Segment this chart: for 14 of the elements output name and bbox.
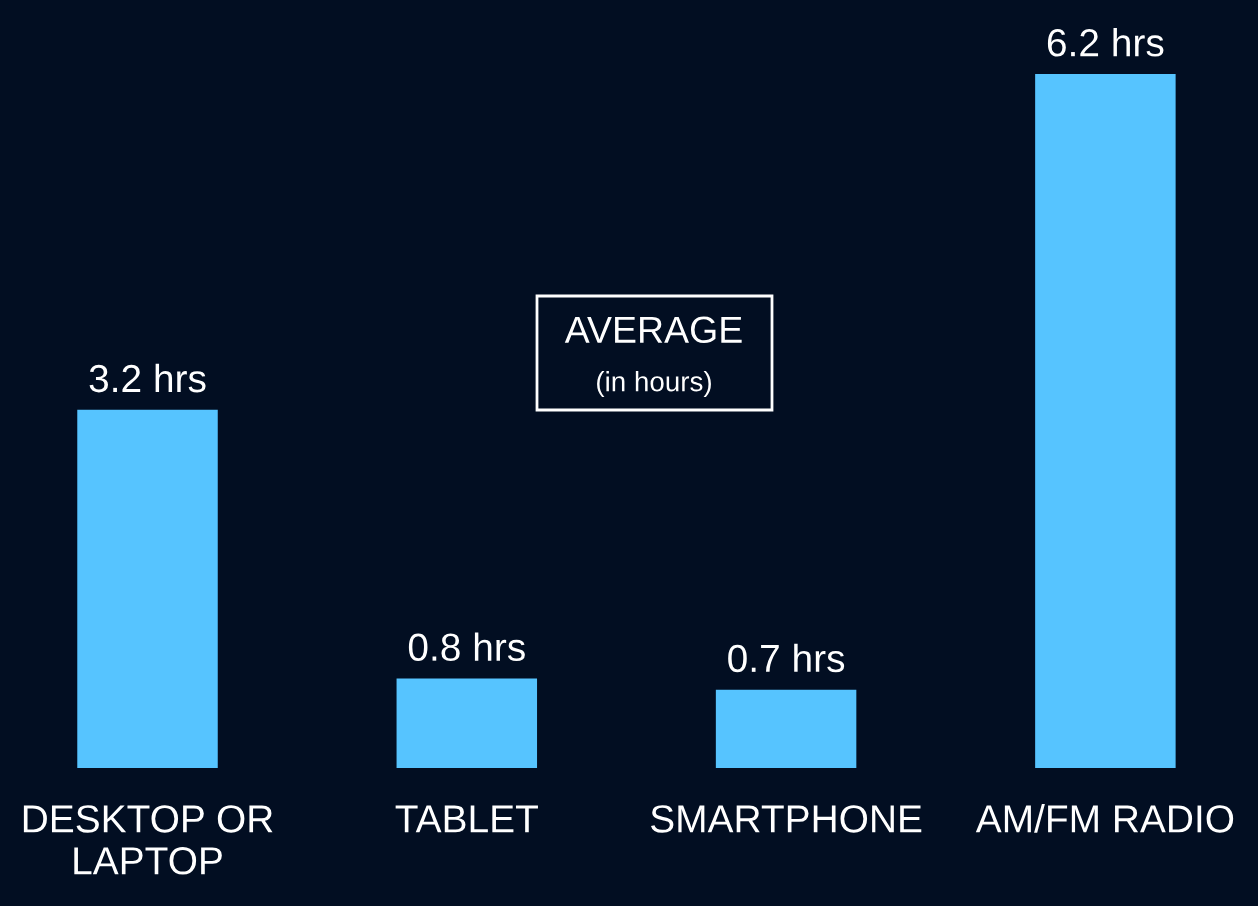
- x-tick-label: SMARTPHONE: [650, 805, 922, 833]
- x-tick-label: AM/FM RADIO: [975, 804, 1234, 833]
- data-label: 0.7 hrs: [728, 643, 845, 673]
- bar: [77, 409, 218, 768]
- x-tick-label: DESKTOP OR LAPTOP: [23, 805, 273, 875]
- data-label: 0.8 hrs: [408, 632, 525, 662]
- bar: [715, 689, 857, 768]
- bar: [396, 678, 538, 768]
- text: (in hours): [597, 371, 711, 397]
- bar: [1035, 74, 1176, 768]
- text: AVERAGE: [564, 316, 742, 344]
- data-label: 3.2 hrs: [89, 363, 206, 393]
- data-label: 6.2 hrs: [1047, 28, 1164, 57]
- x-tick-label: TABLET: [395, 805, 538, 833]
